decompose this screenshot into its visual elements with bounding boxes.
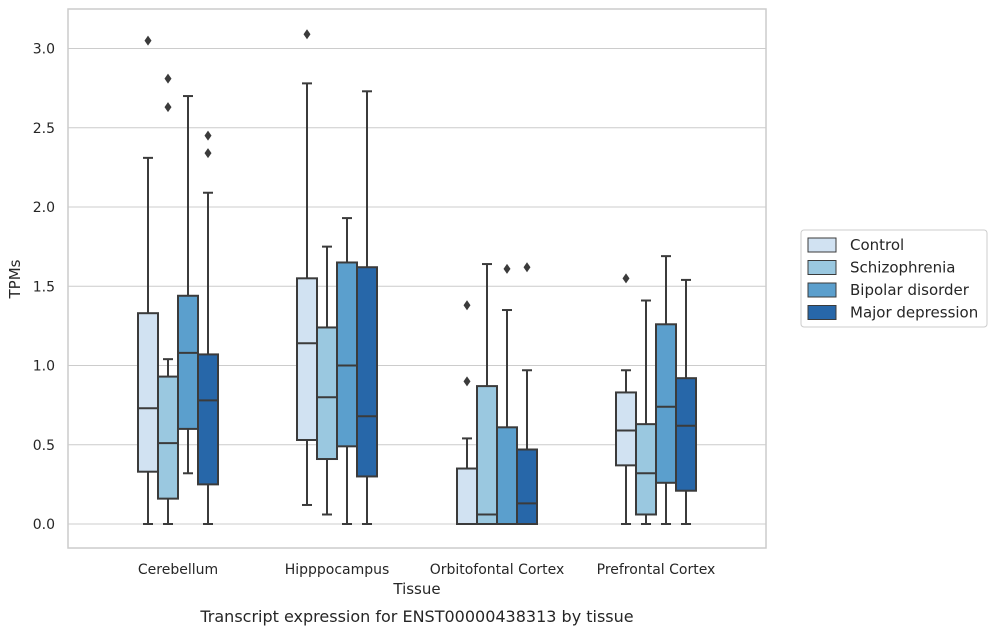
boxes bbox=[137, 29, 697, 526]
x-tick-labels: Cerebellum Hipppocampus Orbitofontal Corte… bbox=[138, 562, 715, 578]
x-axis-label: Tissue bbox=[392, 580, 440, 598]
legend-swatch bbox=[807, 305, 837, 320]
outlier-point bbox=[523, 262, 531, 273]
box-major-depression bbox=[197, 130, 219, 525]
x-tick-label: Hipppocampus bbox=[285, 562, 390, 578]
outlier-point bbox=[164, 102, 172, 113]
box-iqr bbox=[635, 423, 657, 516]
y-tick-label: 2.5 bbox=[33, 121, 55, 137]
box-iqr bbox=[177, 294, 199, 430]
outlier-point bbox=[144, 35, 152, 46]
box-major-depression bbox=[356, 90, 378, 525]
outlier-point bbox=[503, 263, 511, 274]
legend-swatch bbox=[807, 260, 837, 275]
legend-label: Schizophrenia bbox=[850, 259, 955, 277]
box-schizophrenia bbox=[157, 73, 179, 525]
box-control bbox=[137, 35, 159, 525]
y-axis-label: TPMs bbox=[6, 259, 24, 299]
legend-swatch bbox=[807, 237, 837, 253]
box-iqr bbox=[296, 277, 318, 441]
x-tick-label: Prefrontal Cortex bbox=[597, 562, 716, 578]
y-tick-label: 1.5 bbox=[33, 279, 55, 295]
box-control bbox=[296, 29, 318, 506]
box-schizophrenia bbox=[635, 299, 657, 525]
outlier-point bbox=[303, 29, 311, 40]
box-iqr bbox=[496, 426, 518, 525]
box-iqr bbox=[336, 261, 358, 448]
box-iqr bbox=[197, 353, 219, 486]
box-iqr bbox=[476, 385, 498, 526]
outlier-point bbox=[204, 130, 212, 141]
outlier-point bbox=[204, 148, 212, 159]
outlier-point bbox=[463, 376, 471, 387]
x-tick-label: Orbitofontal Cortex bbox=[430, 562, 565, 578]
y-tick-labels: 0.0 0.5 1.0 1.5 2.0 2.5 3.0 bbox=[33, 42, 55, 534]
legend: Control Schizophrenia Bipolar disorder Majo… bbox=[800, 229, 988, 328]
box-control bbox=[456, 300, 478, 525]
box-iqr bbox=[516, 448, 538, 526]
box-iqr bbox=[456, 467, 478, 525]
outlier-point bbox=[463, 300, 471, 311]
box-iqr bbox=[356, 266, 378, 478]
box-iqr bbox=[675, 377, 697, 492]
y-tick-label: 0.5 bbox=[33, 438, 55, 454]
y-tick-label: 1.0 bbox=[33, 359, 55, 375]
box-schizophrenia bbox=[316, 245, 338, 516]
outlier-point bbox=[622, 273, 630, 284]
legend-label: Bipolar disorder bbox=[850, 281, 970, 299]
box-schizophrenia bbox=[476, 263, 498, 526]
box-bipolar-disorder bbox=[336, 217, 358, 525]
y-tick-label: 2.0 bbox=[33, 200, 55, 216]
box-iqr bbox=[137, 312, 159, 473]
chart-caption: Transcript expression for ENST0000043831… bbox=[199, 607, 633, 626]
legend-frame bbox=[800, 229, 988, 328]
box-iqr bbox=[157, 375, 179, 500]
outlier-point bbox=[164, 73, 172, 84]
box-iqr bbox=[615, 391, 637, 467]
box-major-depression bbox=[516, 262, 538, 526]
box-bipolar-disorder bbox=[177, 95, 199, 475]
y-tick-label: 3.0 bbox=[33, 42, 55, 58]
legend-label: Major depression bbox=[850, 304, 978, 322]
box-bipolar-disorder bbox=[655, 255, 677, 525]
box-control bbox=[615, 273, 637, 525]
box-bipolar-disorder bbox=[496, 263, 518, 525]
box-iqr bbox=[316, 326, 338, 461]
plot-frame bbox=[67, 8, 767, 549]
box-major-depression bbox=[675, 278, 697, 525]
legend-swatch bbox=[807, 282, 837, 298]
x-tick-label: Cerebellum bbox=[138, 562, 218, 578]
legend-label: Control bbox=[850, 236, 904, 254]
box-iqr bbox=[655, 323, 677, 484]
y-tick-label: 0.0 bbox=[33, 517, 55, 533]
